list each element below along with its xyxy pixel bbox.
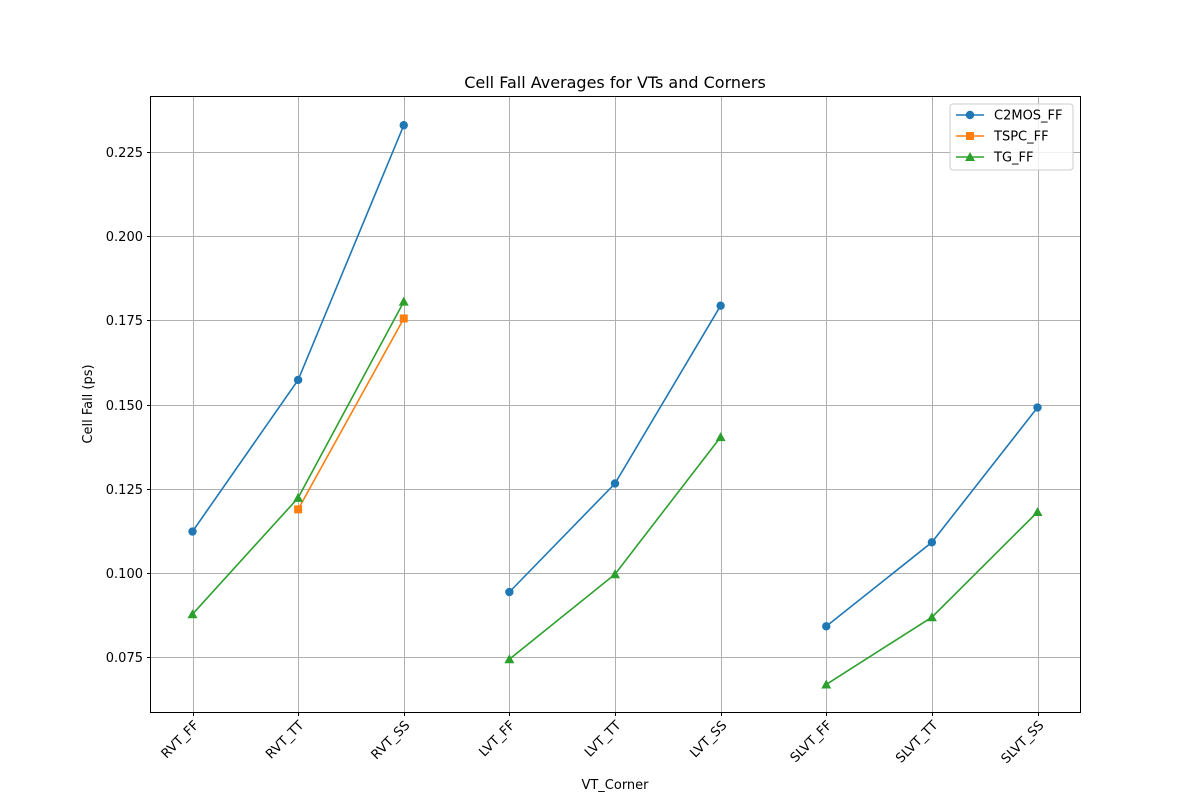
data-point-c2mos-ff — [399, 121, 408, 130]
y-axis-label: Cell Fall (ps) — [81, 364, 96, 443]
data-point-tg-ff — [504, 654, 515, 664]
legend-entry-tg-ff: TG_FF — [956, 151, 1033, 166]
series-tg-ff — [187, 296, 1043, 689]
series-group — [187, 121, 1043, 689]
data-point-c2mos-ff — [610, 479, 620, 488]
series-line-c2mos-ff — [825, 407, 1039, 627]
series-c2mos-ff — [188, 121, 1042, 631]
legend-entry-tspc-ff: TSPC_FF — [956, 130, 1049, 145]
series-line-tg-ff — [825, 511, 1039, 686]
x-axis-ticks: RVT_FF RVT_TT RVT_SS LVT_FF LVT_TT LVT_SS SLVT… — [159, 712, 1048, 767]
series-tspc-ff — [294, 314, 408, 514]
x-tick-label: RVT_FF — [159, 718, 203, 762]
legend-entry-c2mos-ff: C2MOS_FF — [956, 109, 1063, 124]
data-point-tg-ff — [1032, 507, 1043, 517]
data-point-tg-ff — [610, 569, 620, 579]
data-point-c2mos-ff — [716, 301, 725, 310]
data-point-c2mos-ff — [822, 622, 831, 631]
legend-label-c2mos-ff: C2MOS_FF — [994, 109, 1063, 124]
legend-marker-tg-ff — [965, 152, 975, 161]
data-point-tg-ff — [187, 609, 198, 619]
y-tick-label: 0.100 — [106, 567, 143, 582]
x-tick-label: SLVT_SS — [999, 718, 1048, 767]
y-tick-label: 0.075 — [106, 651, 143, 666]
x-tick-label: LVT_SS — [687, 718, 730, 761]
data-point-c2mos-ff — [1033, 403, 1042, 412]
data-point-tg-ff — [293, 492, 304, 502]
data-point-c2mos-ff — [505, 587, 514, 597]
data-point-tspc-ff — [399, 314, 408, 323]
x-tick-label: SLVT_TT — [893, 718, 941, 766]
legend-marker-c2mos-ff — [965, 110, 975, 120]
x-tick-label: SLVT_FF — [788, 718, 836, 766]
data-point-tg-ff — [926, 612, 937, 622]
data-point-tg-ff — [821, 679, 832, 689]
legend: C2MOS_FF TSPC_FF TG_FF — [949, 103, 1074, 171]
x-tick-label: LVT_FF — [477, 718, 519, 760]
y-tick-label: 0.175 — [106, 314, 143, 329]
x-tick-label: RVT_TT — [263, 718, 307, 762]
data-point-c2mos-ff — [188, 527, 197, 536]
data-point-tg-ff — [398, 296, 409, 306]
x-axis-label: VT_Corner — [581, 778, 649, 793]
y-tick-label: 0.225 — [106, 146, 143, 161]
chart-title: Cell Fall Averages for VTs and Corners — [464, 73, 766, 92]
x-tick-label: LVT_TT — [582, 718, 624, 760]
data-point-tspc-ff — [294, 505, 303, 514]
data-point-c2mos-ff — [293, 375, 303, 385]
y-tick-label: 0.200 — [106, 230, 143, 245]
grid — [151, 97, 1080, 712]
x-tick-label: RVT_SS — [369, 718, 414, 763]
legend-label-tg-ff: TG_FF — [993, 151, 1033, 166]
y-tick-label: 0.125 — [106, 483, 143, 498]
data-point-tg-ff — [715, 432, 726, 442]
legend-marker-tspc-ff — [966, 132, 974, 140]
data-point-c2mos-ff — [927, 538, 937, 547]
y-axis-ticks: 0.075 0.100 0.125 0.150 0.175 0.200 0.225 — [106, 146, 151, 666]
plot-frame — [150, 96, 1081, 713]
series-line-tspc-ff — [297, 318, 405, 510]
y-tick-label: 0.150 — [106, 399, 143, 414]
legend-label-tspc-ff: TSPC_FF — [993, 130, 1049, 145]
legend-box — [949, 103, 1074, 171]
